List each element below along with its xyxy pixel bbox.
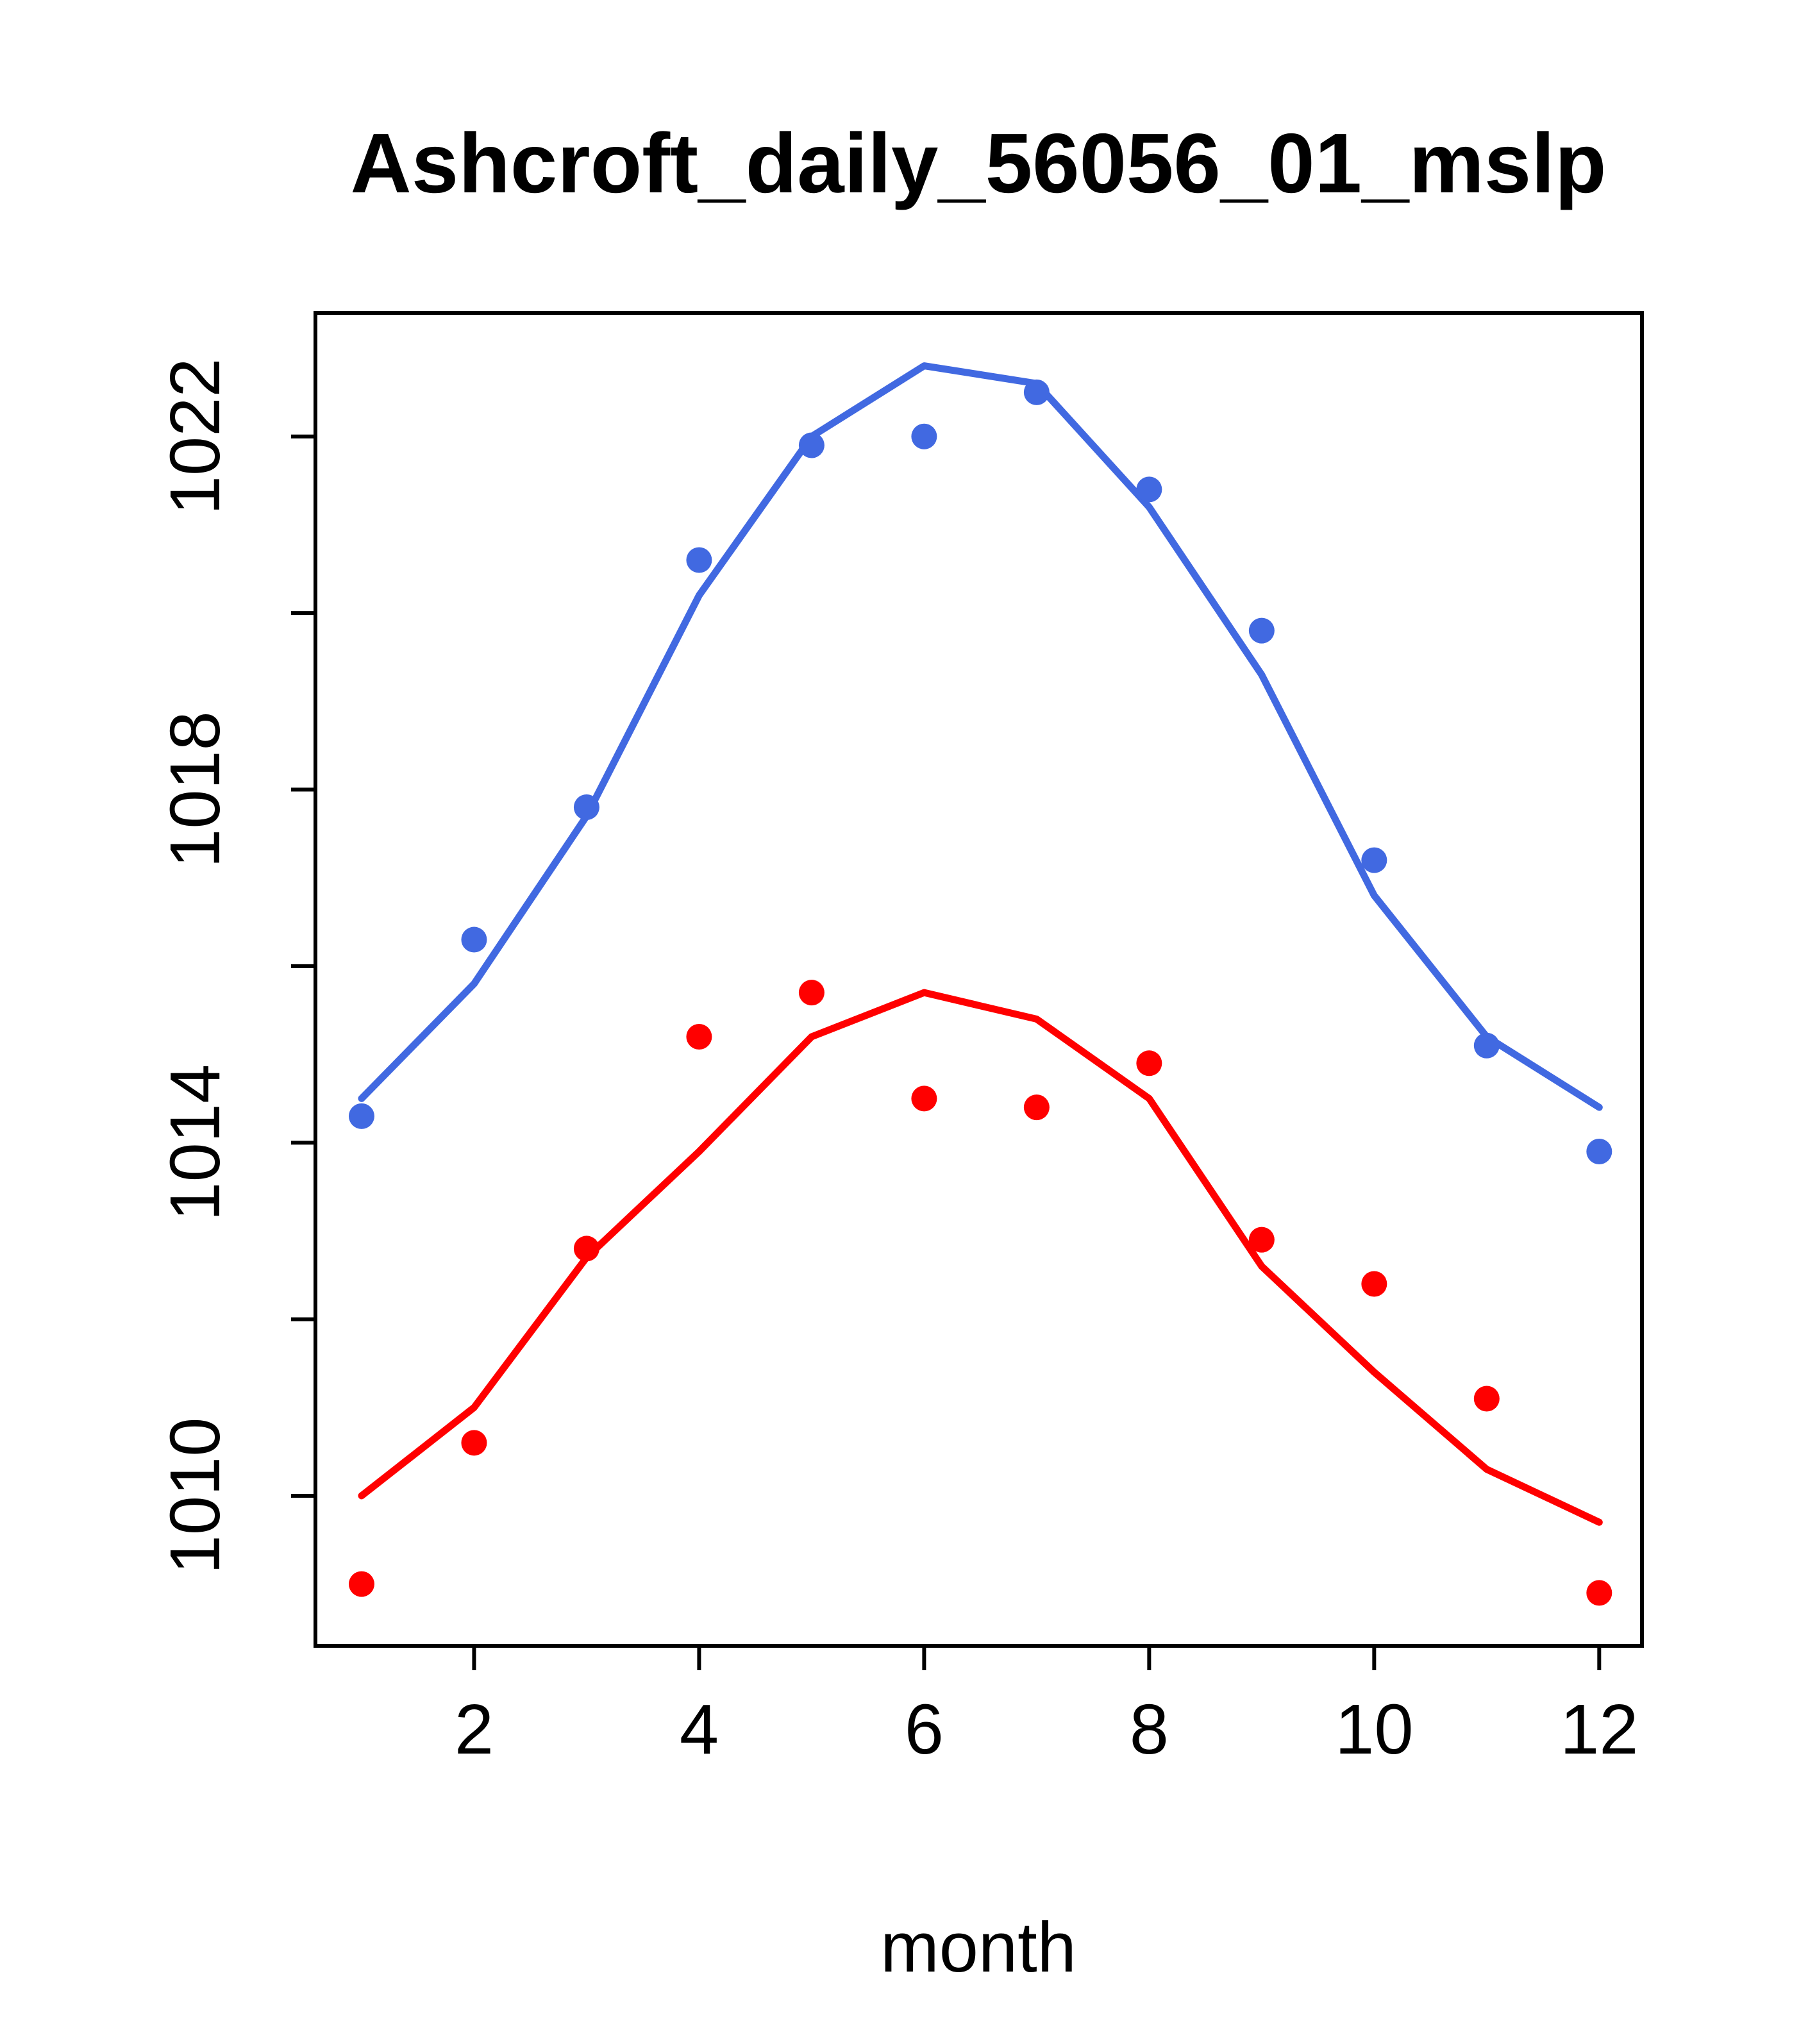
red-monthly-points-marker (573, 1236, 599, 1262)
x-tick-label: 2 (455, 1690, 494, 1769)
blue-monthly-points-marker (1136, 476, 1162, 503)
red-monthly-points-marker (1023, 1094, 1050, 1121)
red-smoothed-line (358, 989, 1603, 1526)
blue-monthly-points-marker (1586, 1138, 1612, 1164)
plot-box (314, 311, 1644, 1648)
blue-monthly-points-marker (348, 1103, 374, 1129)
x-tick-label: 12 (1560, 1690, 1638, 1769)
red-monthly-points-marker (911, 1085, 937, 1112)
blue-monthly-points-marker (798, 432, 825, 458)
blue-monthly-points-marker (1473, 1032, 1500, 1059)
red-monthly-points-marker (1473, 1386, 1500, 1412)
x-tick-label: 10 (1335, 1690, 1413, 1769)
blue-monthly-points-marker (686, 547, 712, 573)
blue-monthly-points-marker (461, 926, 487, 953)
blue-monthly-points-marker (1248, 617, 1275, 644)
red-monthly-points-marker (348, 1571, 374, 1597)
y-tick-label: 1010 (156, 1418, 235, 1575)
blue-monthly-points-marker (911, 423, 937, 449)
chart-title: Ashcroft_daily_56056_01_mslp (350, 116, 1606, 210)
red-monthly-points-marker (1361, 1271, 1387, 1297)
x-tick-label: 4 (680, 1690, 719, 1769)
blue-monthly-points-marker (1361, 847, 1387, 873)
y-tick-label: 1022 (156, 358, 235, 515)
red-monthly-points-marker (1586, 1580, 1612, 1606)
red-monthly-points-marker (798, 980, 825, 1006)
x-tick-label: 8 (1130, 1690, 1169, 1769)
y-tick-label: 1014 (156, 1064, 235, 1221)
red-monthly-points-marker (686, 1023, 712, 1050)
x-tick-label: 6 (905, 1690, 944, 1769)
red-monthly-points-marker (461, 1430, 487, 1456)
x-axis-label: month (880, 1908, 1076, 1987)
y-tick-label: 1018 (156, 711, 235, 868)
blue-monthly-points-marker (1023, 379, 1050, 405)
plot-area: 2 4 6 8 10 12 1010 1014 1018 1022 (156, 311, 1644, 1769)
blue-monthly-points-marker (573, 794, 599, 821)
blue-smoothed-line (358, 362, 1603, 1111)
red-monthly-points-marker (1136, 1050, 1162, 1076)
red-monthly-points-marker (1248, 1227, 1275, 1253)
